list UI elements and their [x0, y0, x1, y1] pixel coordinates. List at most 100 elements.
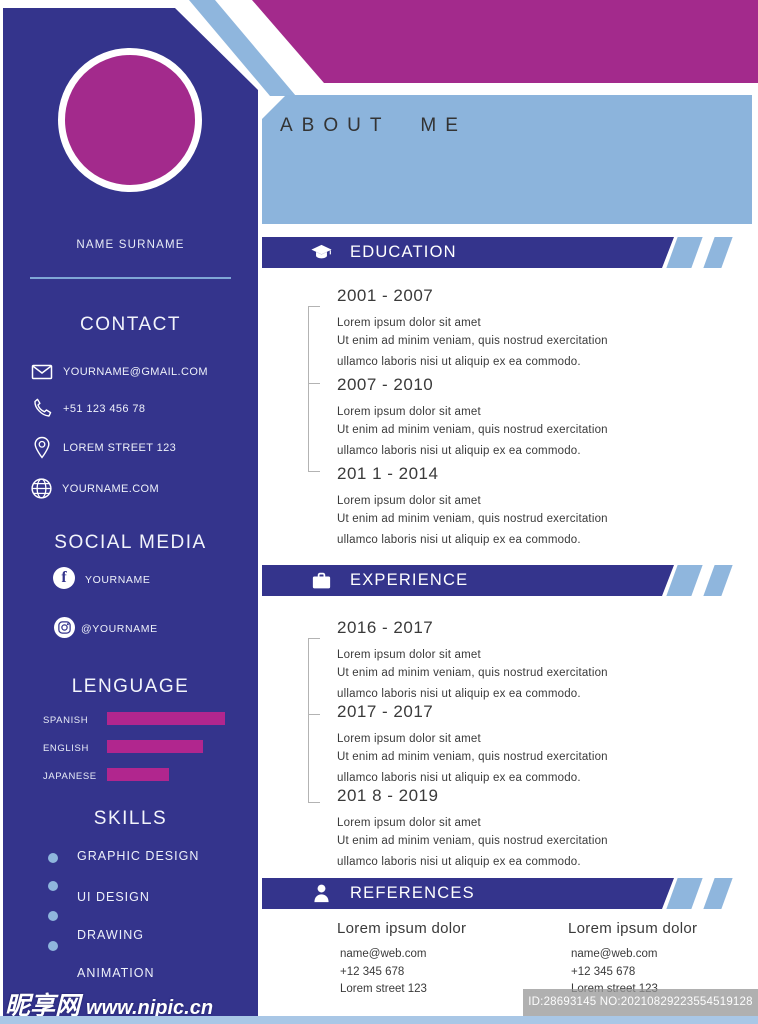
social-instagram-handle: @YOURNAME [81, 623, 158, 635]
education-entry: 2001 - 2007 Lorem ipsum dolor sit amet U… [337, 286, 727, 371]
language-heading: LENGUAGE [71, 676, 190, 697]
experience-entry: 201 8 - 2019 Lorem ipsum dolor sit amet … [337, 786, 727, 871]
watermark-site-name: 昵享网 [5, 992, 81, 1020]
banner-slash [703, 878, 733, 909]
social-facebook-handle: YOURNAME [85, 574, 151, 586]
references-banner: REFERENCES [262, 878, 674, 909]
reference-name: Lorem ipsum dolor [568, 920, 698, 937]
education-text-line: Ut enim ad minim veniam, quis nostrud ex… [337, 335, 608, 347]
experience-banner: EXPERIENCE [262, 565, 674, 596]
education-period: 201 1 - 2014 [337, 464, 439, 483]
divider [30, 277, 231, 279]
language-level-bar [107, 740, 203, 753]
social-media-heading: SOCIAL MEDIA [54, 532, 207, 553]
top-magenta-banner [252, 0, 758, 83]
experience-timeline [308, 638, 322, 803]
bottom-bar [0, 1016, 758, 1024]
graduation-cap-icon [310, 241, 333, 264]
education-title: EDUCATION [350, 243, 457, 261]
reference-entry: Lorem ipsum dolor name@web.com +12 345 6… [568, 920, 758, 999]
language-label: SPANISH [43, 715, 89, 726]
experience-text-line: Ut enim ad minim veniam, quis nostrud ex… [337, 667, 608, 679]
experience-entry: 2016 - 2017 Lorem ipsum dolor sit amet U… [337, 618, 727, 703]
education-timeline [308, 306, 322, 472]
profile-name: NAME SURNAME [76, 239, 185, 251]
bullet-icon [48, 911, 58, 921]
experience-period: 2017 - 2017 [337, 702, 434, 721]
education-text-line: ullamco laboris nisi ut aliquip ex ea co… [337, 445, 581, 457]
experience-text-line: Ut enim ad minim veniam, quis nostrud ex… [337, 751, 608, 763]
contact-email: YOURNAME@GMAIL.COM [63, 366, 208, 378]
experience-text-line: ullamco laboris nisi ut aliquip ex ea co… [337, 772, 581, 784]
watermark-id-label: ID:28693145 NO:20210829223554519128 [523, 989, 758, 1016]
language-level-bar [107, 768, 169, 781]
about-me-title: ABOUT ME [280, 115, 467, 136]
banner-slash [703, 565, 733, 596]
contact-row-email: YOURNAME@GMAIL.COM [30, 360, 208, 384]
globe-icon [29, 476, 54, 501]
about-me-box: ABOUT ME [262, 95, 752, 224]
education-text-line: Lorem ipsum dolor sit amet [337, 406, 481, 418]
contact-website: YOURNAME.COM [62, 482, 160, 495]
reference-phone: +12 345 678 [340, 965, 405, 978]
contact-row-address: LOREM STREET 123 [30, 435, 176, 461]
education-period: 2001 - 2007 [337, 286, 434, 305]
experience-text-line: Lorem ipsum dolor sit amet [337, 817, 481, 829]
facebook-icon: f [53, 567, 75, 589]
location-icon [30, 435, 54, 461]
education-text-line: Lorem ipsum dolor sit amet [337, 317, 481, 329]
education-entry: 201 1 - 2014 Lorem ipsum dolor sit amet … [337, 464, 727, 549]
language-label: JAPANESE [43, 771, 97, 782]
reference-address: Lorem street 123 [340, 983, 427, 995]
education-entry: 2007 - 2010 Lorem ipsum dolor sit amet U… [337, 375, 727, 460]
education-period: 2007 - 2010 [337, 375, 434, 394]
experience-period: 201 8 - 2019 [337, 786, 439, 805]
skill-item: GRAPHIC DESIGN [77, 849, 200, 863]
instagram-icon [54, 617, 75, 638]
phone-icon [30, 397, 54, 421]
contact-row-phone: +51 123 456 78 [30, 397, 145, 421]
experience-period: 2016 - 2017 [337, 618, 434, 637]
reference-email: name@web.com [340, 948, 427, 960]
language-label: ENGLISH [43, 743, 89, 754]
experience-text-line: Ut enim ad minim veniam, quis nostrud ex… [337, 835, 608, 847]
bullet-icon [48, 853, 58, 863]
email-icon [30, 360, 54, 384]
bullet-icon [48, 941, 58, 951]
contact-phone: +51 123 456 78 [63, 403, 146, 415]
watermark-site-url: www.nipic.cn [86, 997, 214, 1019]
sidebar: NAME SURNAME CONTACT YOURNAME@GMAIL.COM … [3, 8, 258, 1016]
experience-text-line: ullamco laboris nisi ut aliquip ex ea co… [337, 688, 581, 700]
contact-address: LOREM STREET 123 [63, 442, 177, 454]
skills-heading: SKILLS [93, 808, 168, 829]
person-icon [310, 882, 333, 905]
education-banner: EDUCATION [262, 237, 674, 268]
skill-item: ANIMATION [77, 966, 155, 980]
experience-text-line: Lorem ipsum dolor sit amet [337, 733, 481, 745]
education-text-line: Lorem ipsum dolor sit amet [337, 495, 481, 507]
reference-email: name@web.com [571, 948, 658, 960]
reference-entry: Lorem ipsum dolor name@web.com +12 345 6… [337, 920, 557, 999]
education-text-line: Ut enim ad minim veniam, quis nostrud ex… [337, 513, 608, 525]
education-text-line: ullamco laboris nisi ut aliquip ex ea co… [337, 356, 581, 368]
bullet-icon [48, 881, 58, 891]
experience-entry: 2017 - 2017 Lorem ipsum dolor sit amet U… [337, 702, 727, 787]
experience-title: EXPERIENCE [350, 571, 469, 589]
education-text-line: ullamco laboris nisi ut aliquip ex ea co… [337, 534, 581, 546]
watermark: 昵享网 www.nipic.cn [5, 986, 213, 1022]
experience-text-line: ullamco laboris nisi ut aliquip ex ea co… [337, 856, 581, 868]
contact-row-website: YOURNAME.COM [29, 476, 159, 501]
references-title: REFERENCES [350, 884, 475, 902]
education-text-line: Ut enim ad minim veniam, quis nostrud ex… [337, 424, 608, 436]
skill-item: UI DESIGN [77, 890, 150, 904]
briefcase-icon [310, 569, 333, 592]
skill-item: DRAWING [77, 928, 144, 942]
banner-slash [703, 237, 733, 268]
reference-name: Lorem ipsum dolor [337, 920, 467, 937]
contact-heading: CONTACT [80, 314, 181, 335]
language-level-bar [107, 712, 225, 725]
reference-phone: +12 345 678 [571, 965, 636, 978]
profile-photo-placeholder [58, 48, 202, 192]
experience-text-line: Lorem ipsum dolor sit amet [337, 649, 481, 661]
